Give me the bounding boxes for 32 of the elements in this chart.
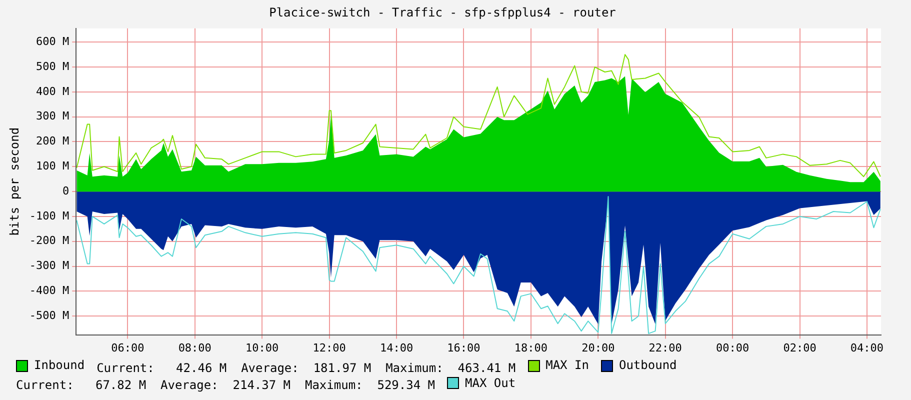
- y-axis-title: bits per second: [7, 127, 22, 236]
- y-tick-label: 300 M: [36, 110, 70, 123]
- y-tick-label: -300 M: [29, 259, 70, 272]
- x-tick-label: 18:00: [514, 341, 548, 354]
- text: Current: 67.82 M Average: 214.37 M Maximum: 529.34 M: [16, 378, 436, 392]
- y-tick-label: 500 M: [36, 60, 70, 73]
- legend-label: Inbound: [33, 358, 85, 373]
- y-tick-label: 400 M: [36, 84, 70, 98]
- y-tick-label: -200 M: [29, 234, 70, 248]
- x-tick-label: 00:00: [716, 341, 750, 354]
- chart-title: Placice-switch - Traffic - sfp-sfpplus4 - router: [269, 5, 616, 20]
- y-tick-label: -500 M: [29, 308, 70, 322]
- y-tick-label: 200 M: [36, 134, 70, 148]
- x-tick-label: 22:00: [648, 341, 682, 354]
- x-tick-label: 14:00: [380, 341, 414, 354]
- y-tick-label: 600 M: [36, 34, 70, 48]
- text: Current: 42.46 M Average: 181.97 M Maximum: 463.41 M: [96, 360, 516, 374]
- x-tick-label: 02:00: [783, 341, 816, 354]
- x-tick-label: 20:00: [582, 341, 615, 354]
- y-tick-label: -100 M: [29, 209, 70, 222]
- legend-label: Outbound: [618, 358, 677, 373]
- legend-label: MAX Out: [464, 376, 516, 390]
- x-tick-label: 10:00: [246, 341, 279, 354]
- y-tick-label: 0: [62, 184, 70, 198]
- legend-label: MAX In: [544, 358, 589, 373]
- x-tick-label: 12:00: [312, 341, 346, 354]
- x-tick-label: 16:00: [447, 341, 480, 354]
- y-tick-label: -400 M: [29, 284, 70, 298]
- y-tick-label: 100 M: [36, 160, 70, 173]
- x-tick-label: 06:00: [111, 341, 144, 354]
- x-tick-label: 04:00: [850, 341, 884, 354]
- x-tick-label: 08:00: [178, 341, 212, 354]
